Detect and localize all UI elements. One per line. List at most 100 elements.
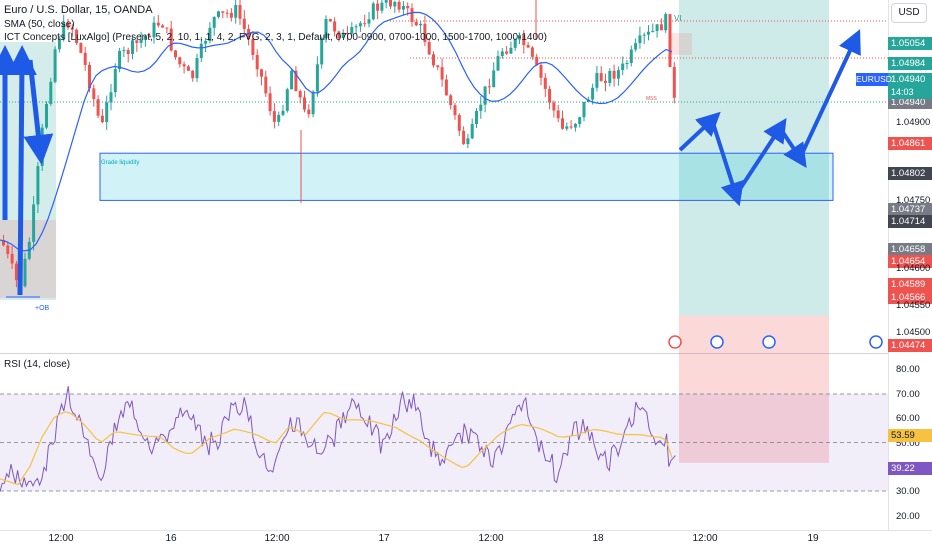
projection-arrow (734, 117, 787, 197)
candle-body (561, 118, 564, 129)
candle (543, 73, 547, 97)
candle-body (509, 47, 513, 54)
candle (208, 22, 212, 44)
candle (350, 22, 354, 37)
candle-body (251, 39, 255, 56)
event-flag-icon (762, 335, 776, 349)
candle (6, 241, 10, 259)
candle-body (513, 39, 517, 48)
candle (384, 0, 388, 9)
candle-body (440, 67, 444, 80)
currency-button[interactable]: USD (891, 3, 927, 23)
candle-body (320, 38, 324, 65)
sma-legend[interactable]: SMA (50, close) (4, 19, 75, 30)
candle-body (126, 50, 130, 54)
rsi-legend[interactable]: RSI (14, close) (4, 359, 71, 370)
candle (672, 61, 676, 104)
candle (647, 25, 650, 41)
candle-body (66, 23, 70, 28)
candle-body (444, 79, 448, 96)
candle (225, 9, 229, 18)
candle-body (651, 31, 655, 33)
candle (62, 14, 66, 42)
price-label: 1.04589 (888, 278, 932, 291)
candle (638, 26, 642, 49)
candle-body (36, 166, 40, 205)
candle (535, 53, 539, 66)
price-tick: 1.04750 (896, 195, 931, 206)
vi-label: VI (674, 14, 682, 23)
candle (436, 64, 440, 71)
ict-legend[interactable]: ICT Concepts [LuxAlgo] (Present, 5, 2, 1… (4, 32, 547, 43)
candle (169, 20, 173, 52)
candle (599, 66, 603, 82)
candle (148, 33, 152, 38)
candle-body (178, 57, 182, 65)
candle-body (608, 70, 612, 83)
candle-body (354, 26, 358, 28)
candle (191, 70, 195, 82)
candle-body (324, 19, 328, 39)
candle (294, 66, 298, 92)
candle (251, 30, 255, 60)
candle (651, 23, 655, 33)
stop-zone (679, 315, 829, 463)
candle-body (346, 32, 349, 34)
candle-body (518, 34, 521, 40)
rsi-tick: 20.00 (896, 511, 920, 522)
candle-body (659, 24, 663, 31)
candle (389, 0, 392, 9)
candle-body (242, 18, 246, 29)
candle (66, 18, 70, 30)
candle-body (143, 35, 147, 40)
candle-body (290, 70, 294, 90)
candle (401, 0, 405, 15)
candle (354, 24, 358, 34)
candle-body (88, 64, 91, 89)
candle (604, 73, 607, 92)
candle (70, 24, 74, 37)
candle-body (272, 111, 276, 122)
candle (393, 0, 397, 13)
candle-body (462, 130, 466, 145)
candle-body (14, 263, 18, 281)
candle (496, 50, 500, 72)
candle-body (303, 97, 306, 110)
candle (612, 64, 616, 87)
price-label: 1.04474 (888, 339, 932, 352)
candle-body (199, 43, 203, 59)
candle-body (384, 0, 388, 3)
candle (113, 63, 117, 98)
candle-body (621, 63, 625, 71)
candle-body (410, 8, 414, 23)
candle-body (204, 41, 208, 44)
candle (212, 16, 216, 36)
candle-body (341, 32, 345, 39)
price-label: 1.05054 (888, 37, 932, 50)
candle-body (470, 124, 474, 139)
candle-body (466, 138, 470, 145)
candle-body (277, 114, 281, 122)
rsi-tick: 70.00 (896, 389, 920, 400)
candle-body (96, 99, 100, 116)
candle (260, 68, 263, 86)
candle-body (432, 54, 435, 66)
candle (423, 15, 427, 47)
candle (414, 18, 418, 27)
candle (135, 39, 139, 52)
candle-body (195, 58, 199, 79)
candle (556, 104, 560, 123)
candle-body (376, 3, 380, 11)
candle-body (174, 50, 177, 58)
candle-body (436, 65, 440, 68)
candle (23, 252, 27, 288)
candle-body (449, 95, 453, 106)
candle-body (148, 35, 152, 38)
candle (397, 0, 401, 13)
candle-body (655, 24, 659, 32)
liquidity-label: Grade liquidity (101, 160, 140, 166)
candle (264, 70, 268, 97)
candle (161, 23, 165, 28)
candle-body (500, 51, 504, 57)
